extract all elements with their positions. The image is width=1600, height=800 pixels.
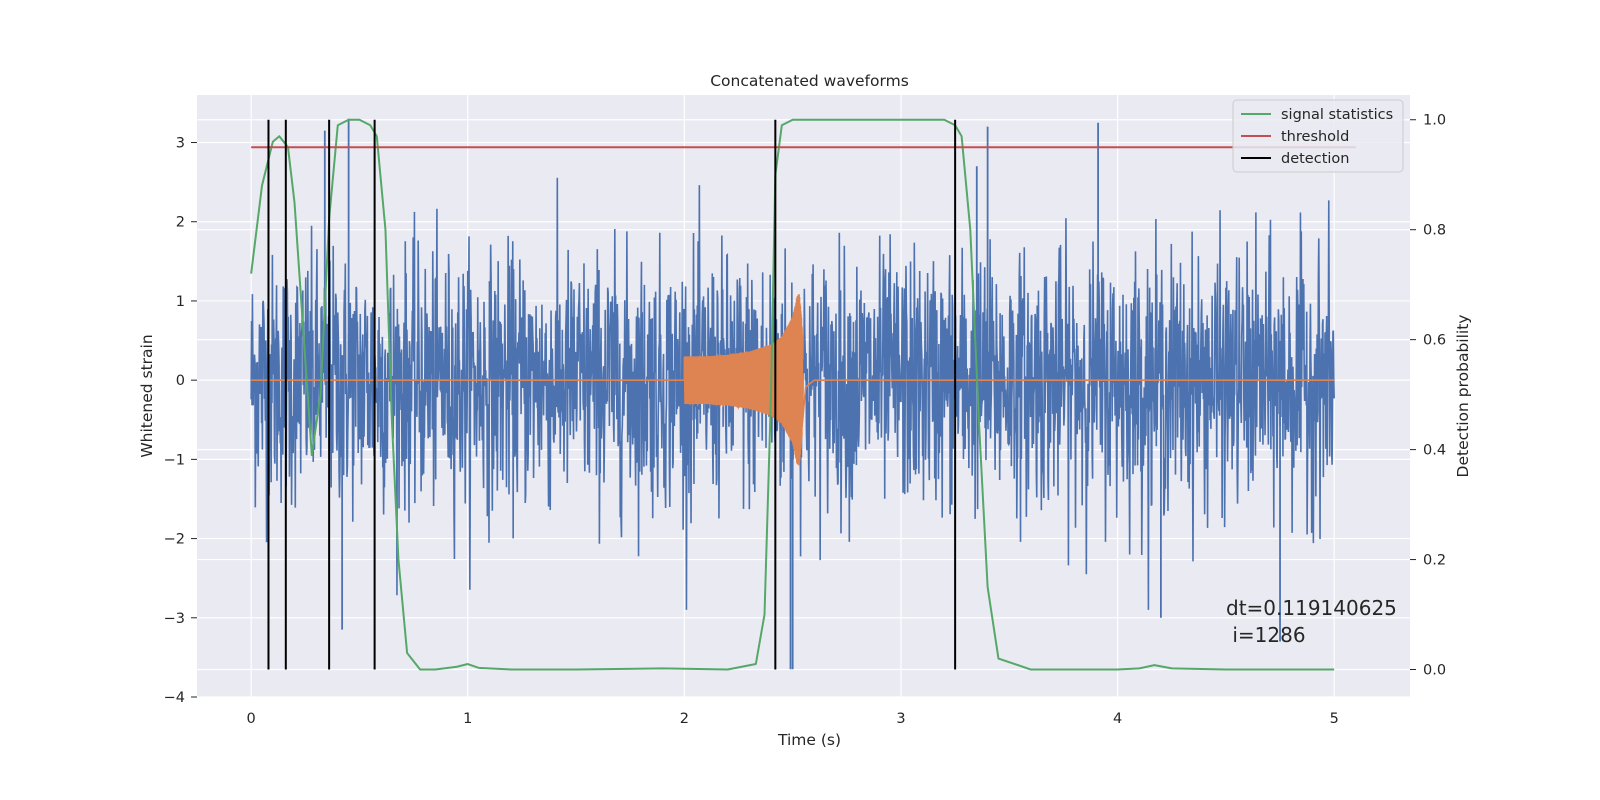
legend-box bbox=[1232, 99, 1404, 173]
annotation-dt: dt=0.119140625 bbox=[1226, 596, 1397, 620]
y-tick-label: 2 bbox=[176, 215, 185, 231]
y-axis-title: Whitened strain bbox=[138, 334, 156, 457]
y-tick-label: −2 bbox=[164, 532, 185, 548]
x-tick-label: 1 bbox=[463, 711, 472, 727]
y-tick-label: 3 bbox=[176, 136, 185, 152]
y2-tick-label: 1.0 bbox=[1423, 113, 1446, 129]
chart-title: Concatenated waveforms bbox=[710, 72, 909, 90]
y-tick-label: 0 bbox=[176, 373, 185, 389]
injected-series bbox=[251, 294, 1335, 466]
x-tick-label: 5 bbox=[1330, 711, 1339, 727]
signal-statistics-series bbox=[250, 118, 1335, 671]
y2-tick-label: 0.4 bbox=[1423, 443, 1446, 459]
y2-tick-label: 0.8 bbox=[1423, 223, 1446, 239]
x-tick-label: 4 bbox=[1113, 711, 1122, 727]
legend-label-detection: detection bbox=[1281, 151, 1349, 167]
y2-tick-label: 0.6 bbox=[1423, 333, 1446, 349]
y2-axis-title: Detection probability bbox=[1454, 315, 1472, 478]
x-tick-label: 3 bbox=[896, 711, 905, 727]
y-tick-label: −3 bbox=[164, 611, 185, 627]
y2-tick-label: 0.2 bbox=[1423, 553, 1446, 569]
x-axis-title: Time (s) bbox=[777, 731, 841, 749]
annotation-i: i=1286 bbox=[1226, 623, 1306, 647]
legend: signal statistics threshold detection bbox=[1232, 99, 1404, 173]
y-tick-label: 1 bbox=[176, 294, 185, 310]
detection-series bbox=[267, 119, 957, 670]
y-tick-label: −1 bbox=[164, 452, 185, 468]
y-tick-label: −4 bbox=[164, 690, 185, 706]
x-tick-label: 0 bbox=[247, 711, 256, 727]
y2-tick-label: 0.0 bbox=[1423, 663, 1446, 679]
legend-label-signal-statistics: signal statistics bbox=[1281, 107, 1393, 123]
injected-line bbox=[251, 294, 1335, 466]
axis-ticks: 0 1 2 3 4 5 3 2 1 0 −1 −2 −3 −4 1.0 0.8 0.6 0.4 0.2 0.0 bbox=[164, 113, 1446, 727]
signal-statistics-line bbox=[250, 118, 1335, 671]
legend-label-threshold: threshold bbox=[1281, 129, 1349, 145]
x-tick-label: 2 bbox=[680, 711, 689, 727]
